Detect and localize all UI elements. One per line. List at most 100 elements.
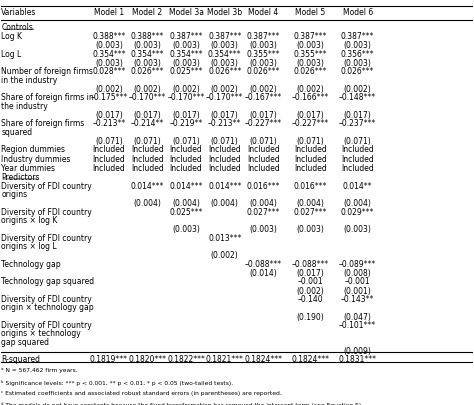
- Text: 0.355***: 0.355***: [294, 49, 327, 59]
- Text: Included: Included: [92, 154, 125, 163]
- Text: Included: Included: [131, 164, 164, 173]
- Text: Region dummies: Region dummies: [1, 145, 65, 154]
- Text: Included: Included: [247, 154, 280, 163]
- Text: (0.017): (0.017): [95, 111, 123, 119]
- Text: (0.071): (0.071): [211, 136, 238, 145]
- Text: (0.003): (0.003): [211, 59, 239, 68]
- Text: 0.025***: 0.025***: [169, 207, 203, 216]
- Text: 0.014***: 0.014***: [131, 181, 164, 190]
- Text: (0.003): (0.003): [172, 225, 200, 234]
- Text: origin × technology gap: origin × technology gap: [1, 303, 94, 311]
- Text: 0.028***: 0.028***: [92, 67, 126, 76]
- Text: (0.009): (0.009): [344, 346, 372, 355]
- Text: (0.003): (0.003): [344, 225, 372, 234]
- Text: in the industry: in the industry: [1, 75, 58, 85]
- Text: (0.017): (0.017): [249, 111, 277, 119]
- Text: 0.014***: 0.014***: [169, 181, 203, 190]
- Text: –0.170***: –0.170***: [167, 93, 205, 102]
- Text: Predictors: Predictors: [1, 173, 40, 182]
- Text: Included: Included: [209, 154, 241, 163]
- Text: (0.017): (0.017): [344, 111, 372, 119]
- Text: (0.002): (0.002): [211, 85, 238, 94]
- Text: (0.071): (0.071): [297, 136, 324, 145]
- Text: Controls: Controls: [1, 23, 33, 32]
- Text: –0.213**: –0.213**: [92, 119, 126, 128]
- Text: –0.001: –0.001: [345, 277, 371, 286]
- Text: –0.166***: –0.166***: [292, 93, 329, 102]
- Text: Variables: Variables: [1, 8, 37, 17]
- Text: (0.002): (0.002): [344, 85, 372, 94]
- Text: Diversity of FDI country: Diversity of FDI country: [1, 233, 92, 242]
- Text: Included: Included: [92, 164, 125, 173]
- Text: 0.026***: 0.026***: [131, 67, 164, 76]
- Text: Included: Included: [92, 145, 125, 154]
- Text: Diversity of FDI country: Diversity of FDI country: [1, 207, 92, 216]
- Text: 0.016***: 0.016***: [294, 181, 327, 190]
- Text: 0.013***: 0.013***: [208, 233, 241, 242]
- Text: Share of foreign firms: Share of foreign firms: [1, 119, 85, 128]
- Text: Included: Included: [341, 145, 374, 154]
- Text: (0.003): (0.003): [134, 59, 162, 68]
- Text: –0.213**: –0.213**: [208, 119, 241, 128]
- Text: Model 2: Model 2: [132, 8, 163, 17]
- Text: Included: Included: [209, 145, 241, 154]
- Text: Year dummies: Year dummies: [1, 164, 55, 173]
- Text: (0.003): (0.003): [95, 41, 123, 50]
- Text: –0.088***: –0.088***: [292, 259, 329, 268]
- Text: –0.237***: –0.237***: [339, 119, 376, 128]
- Text: –0.214**: –0.214**: [131, 119, 164, 128]
- Text: (0.017): (0.017): [134, 111, 161, 119]
- Text: the industry: the industry: [1, 101, 48, 111]
- Text: 0.016***: 0.016***: [246, 181, 280, 190]
- Text: 0.1822***: 0.1822***: [167, 354, 205, 363]
- Text: Included: Included: [131, 154, 164, 163]
- Text: –0.175***: –0.175***: [90, 93, 128, 102]
- Text: (0.003): (0.003): [297, 41, 324, 50]
- Text: –0.143**: –0.143**: [341, 294, 374, 303]
- Text: (0.071): (0.071): [95, 136, 123, 145]
- Text: ᵅ N = 567,462 firm years.: ᵅ N = 567,462 firm years.: [1, 367, 78, 373]
- Text: 0.1831***: 0.1831***: [338, 354, 377, 363]
- Text: Log K: Log K: [1, 32, 22, 41]
- Text: –0.227***: –0.227***: [292, 119, 329, 128]
- Text: (0.003): (0.003): [172, 59, 200, 68]
- Text: R-squared: R-squared: [1, 354, 40, 363]
- Text: 0.387***: 0.387***: [341, 32, 374, 41]
- Text: ᶜ Estimated coefficients and associated robust standard errors (in parentheses) : ᶜ Estimated coefficients and associated …: [1, 390, 282, 395]
- Text: (0.003): (0.003): [95, 59, 123, 68]
- Text: 0.1819***: 0.1819***: [90, 354, 128, 363]
- Text: (0.004): (0.004): [211, 199, 239, 208]
- Text: (0.003): (0.003): [297, 59, 324, 68]
- Text: origins × log L: origins × log L: [1, 241, 57, 251]
- Text: –0.140: –0.140: [298, 294, 323, 303]
- Text: 0.356***: 0.356***: [341, 49, 374, 59]
- Text: (0.004): (0.004): [297, 199, 324, 208]
- Text: Model 4: Model 4: [248, 8, 279, 17]
- Text: ᵈ The models do not have constants because the fixed transformation has removed : ᵈ The models do not have constants becau…: [1, 401, 364, 405]
- Text: 0.025***: 0.025***: [169, 67, 203, 76]
- Text: Included: Included: [247, 164, 280, 173]
- Text: (0.001): (0.001): [344, 286, 372, 295]
- Text: 0.014**: 0.014**: [343, 181, 373, 190]
- Text: (0.017): (0.017): [211, 111, 238, 119]
- Text: –0.148***: –0.148***: [339, 93, 376, 102]
- Text: (0.004): (0.004): [134, 199, 162, 208]
- Text: (0.071): (0.071): [134, 136, 161, 145]
- Text: –0.089***: –0.089***: [339, 259, 376, 268]
- Text: 0.388***: 0.388***: [131, 32, 164, 41]
- Text: Model 6: Model 6: [343, 8, 373, 17]
- Text: (0.003): (0.003): [249, 59, 277, 68]
- Text: 0.027***: 0.027***: [294, 207, 327, 216]
- Text: (0.003): (0.003): [344, 41, 372, 50]
- Text: (0.002): (0.002): [172, 85, 200, 94]
- Text: (0.071): (0.071): [249, 136, 277, 145]
- Text: 0.029***: 0.029***: [341, 207, 374, 216]
- Text: (0.002): (0.002): [134, 85, 161, 94]
- Text: (0.004): (0.004): [344, 199, 372, 208]
- Text: Included: Included: [170, 154, 202, 163]
- Text: (0.003): (0.003): [344, 59, 372, 68]
- Text: –0.219**: –0.219**: [170, 119, 203, 128]
- Text: 0.387***: 0.387***: [208, 32, 241, 41]
- Text: (0.008): (0.008): [344, 269, 372, 277]
- Text: (0.017): (0.017): [297, 111, 324, 119]
